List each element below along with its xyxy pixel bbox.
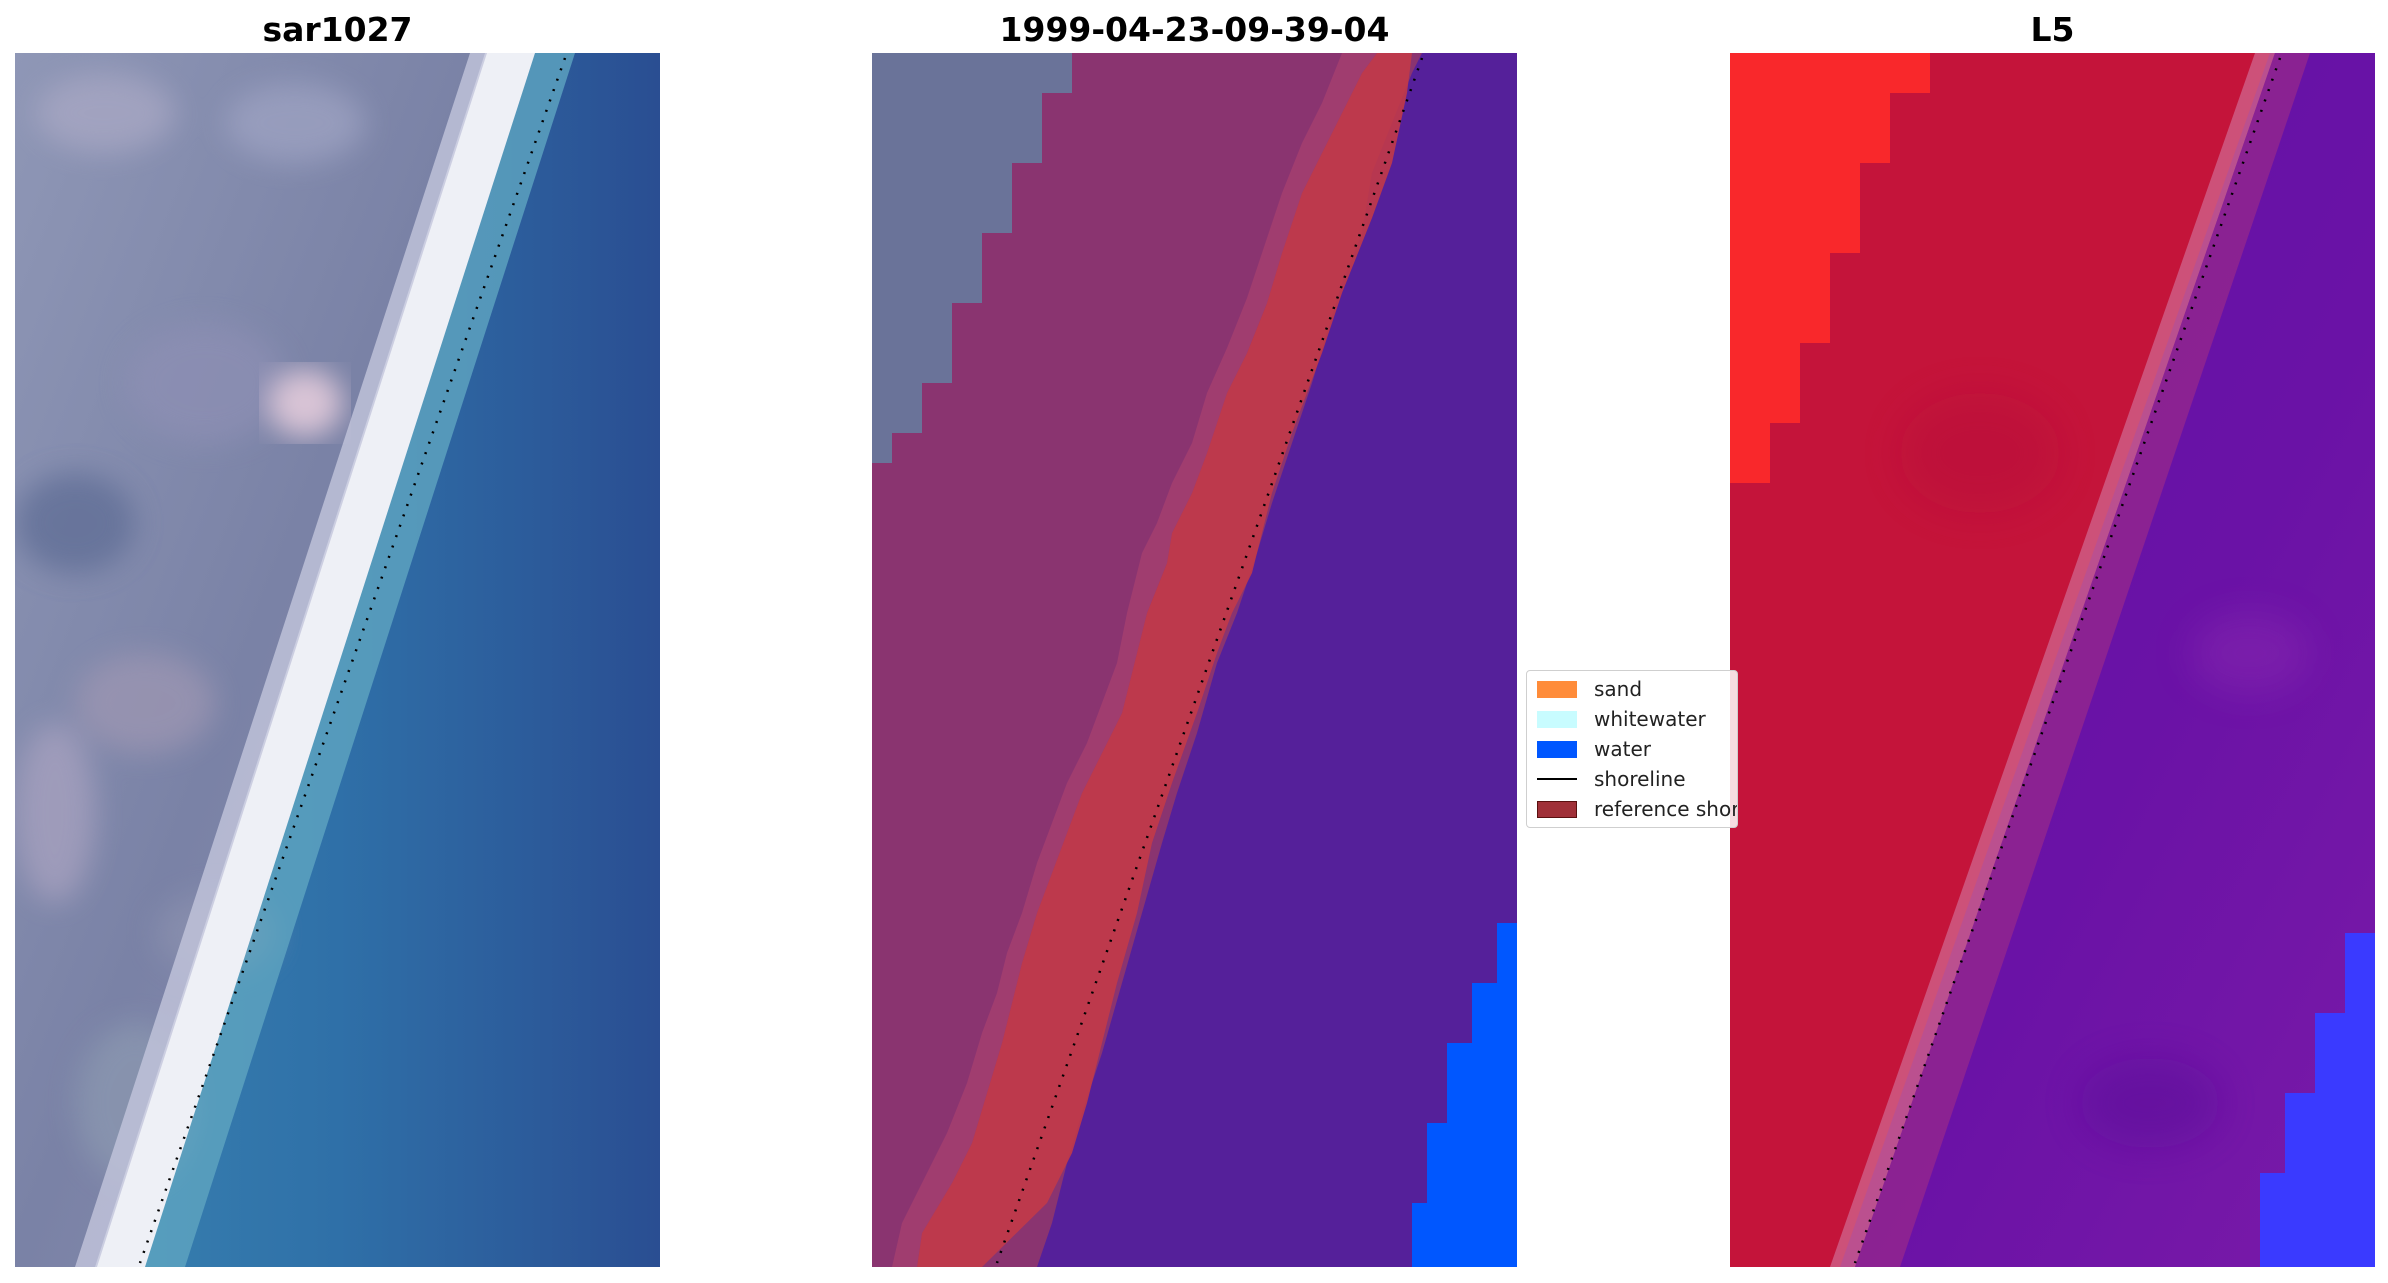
land-region bbox=[15, 53, 485, 1267]
legend-label-whitewater: whitewater bbox=[1594, 707, 1706, 731]
panel-title-index: L5 bbox=[2030, 10, 2075, 49]
shoreline-dots-right bbox=[1853, 57, 2282, 1264]
index-bright-water bbox=[2260, 933, 2375, 1267]
index-panel bbox=[1730, 53, 2375, 1267]
classification-panel bbox=[872, 53, 1517, 1267]
shoreline-dots bbox=[138, 57, 567, 1264]
rgb-image-panel bbox=[15, 53, 660, 1267]
whitewater-swatch bbox=[1537, 710, 1577, 728]
shoreline-dots-mid bbox=[995, 57, 1424, 1264]
index-image bbox=[1730, 53, 2375, 1267]
legend-item-reference-shoreline: reference shoreline bbox=[1537, 796, 1738, 822]
sand-overlay bbox=[917, 53, 1412, 1267]
legend-label-sand: sand bbox=[1594, 677, 1643, 701]
water-swatch bbox=[1537, 740, 1577, 758]
rgb-image bbox=[15, 53, 660, 1267]
legend-label-water: water bbox=[1594, 737, 1651, 761]
sand-swatch bbox=[1537, 680, 1577, 698]
reference-shoreline-swatch bbox=[1537, 800, 1577, 818]
legend: sand whitewater water shoreline referenc… bbox=[1526, 670, 1738, 828]
water-class-bright bbox=[1412, 923, 1517, 1267]
legend-label-shoreline: shoreline bbox=[1594, 767, 1686, 791]
legend-label-reference-shoreline: reference shoreline bbox=[1594, 797, 1738, 821]
bright-feature bbox=[267, 369, 343, 437]
legend-item-sand: sand bbox=[1537, 676, 1642, 702]
index-land-region bbox=[1730, 53, 2270, 1267]
legend-item-water: water bbox=[1537, 736, 1651, 762]
shoreline-line-swatch bbox=[1537, 778, 1577, 780]
beach-band bbox=[95, 53, 535, 1267]
panel-title-classification: 1999-04-23-09-39-04 bbox=[999, 10, 1390, 49]
legend-item-shoreline: shoreline bbox=[1537, 766, 1686, 792]
panel-title-rgb: sar1027 bbox=[262, 10, 413, 49]
classification-image bbox=[872, 53, 1517, 1267]
legend-item-whitewater: whitewater bbox=[1537, 706, 1706, 732]
